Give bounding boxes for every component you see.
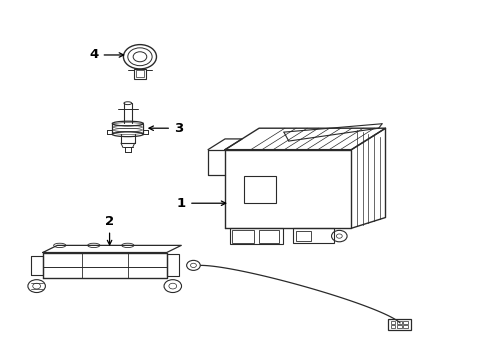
Bar	[295, 231, 310, 241]
Bar	[244, 176, 276, 203]
Text: 4: 4	[89, 49, 123, 62]
Text: 3: 3	[149, 122, 183, 135]
Bar	[232, 230, 254, 243]
Bar	[292, 228, 334, 243]
Bar	[259, 230, 278, 243]
Bar	[136, 70, 143, 77]
Bar	[134, 69, 145, 79]
Text: 2: 2	[105, 215, 114, 245]
Text: 1: 1	[177, 197, 225, 210]
Bar	[403, 321, 407, 324]
Bar	[403, 325, 407, 328]
Bar	[229, 228, 283, 244]
Bar	[387, 319, 410, 330]
Bar	[396, 321, 401, 324]
Bar	[390, 325, 394, 328]
Bar	[390, 321, 394, 324]
Bar	[166, 254, 179, 276]
Bar	[396, 325, 401, 328]
